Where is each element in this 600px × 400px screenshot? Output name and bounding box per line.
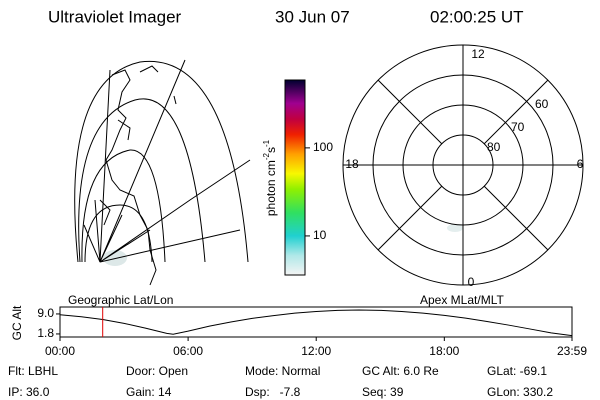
map-title: Geographic Lat/Lon: [68, 293, 173, 307]
y-tick-label: 1.8: [37, 326, 54, 340]
status-field: GLon: 330.2: [487, 385, 553, 399]
colorbar-tick-label: 10: [313, 228, 327, 242]
status-field: Dsp: -7.8: [245, 385, 301, 399]
mlt-label: 18: [345, 157, 359, 171]
geo-map: [74, 59, 251, 286]
status-field: Mode: Normal: [245, 364, 320, 378]
x-tick-label: 18:00: [429, 344, 459, 358]
x-tick-label: 23:59: [557, 344, 587, 358]
colorbar-tick-label: 100: [313, 140, 333, 154]
timeline-ylabel: GC Alt: [10, 305, 24, 340]
header-title: Ultraviolet Imager: [48, 7, 182, 26]
label-part: photon cm: [264, 160, 278, 216]
x-tick-label: 00:00: [45, 344, 75, 358]
status-field: GC Alt: 6.0 Re: [362, 364, 439, 378]
x-tick-label: 06:00: [173, 344, 203, 358]
lat-label: 80: [487, 140, 501, 154]
colorbar-label: photon cm-2s-1: [262, 139, 278, 216]
polar-grid: [342, 44, 584, 286]
header-date: 30 Jun 07: [275, 7, 350, 26]
status-field: Flt: LBHL: [8, 364, 58, 378]
altitude-curve: [59, 309, 573, 337]
status-field: Seq: 39: [362, 385, 404, 399]
colorbar: [284, 79, 306, 276]
mlt-label: 6: [577, 157, 584, 171]
polar-title: Apex MLat/MLT: [420, 293, 504, 307]
y-tick-label: 9.0: [37, 306, 54, 320]
header-time: 02:00:25 UT: [430, 7, 524, 26]
label-part: s: [264, 147, 278, 153]
x-tick-label: 12:00: [301, 344, 331, 358]
status-field: Door: Open: [126, 364, 188, 378]
mlt-label: 0: [468, 275, 475, 289]
mlt-label: 12: [471, 47, 485, 61]
status-field: IP: 36.0: [8, 385, 50, 399]
lat-label: 70: [511, 120, 525, 134]
lat-label: 60: [535, 97, 549, 111]
label-exp: -1: [262, 139, 271, 147]
label-exp: -2: [262, 152, 271, 160]
status-field: GLat: -69.1: [487, 364, 547, 378]
status-field: Gain: 14: [126, 385, 172, 399]
